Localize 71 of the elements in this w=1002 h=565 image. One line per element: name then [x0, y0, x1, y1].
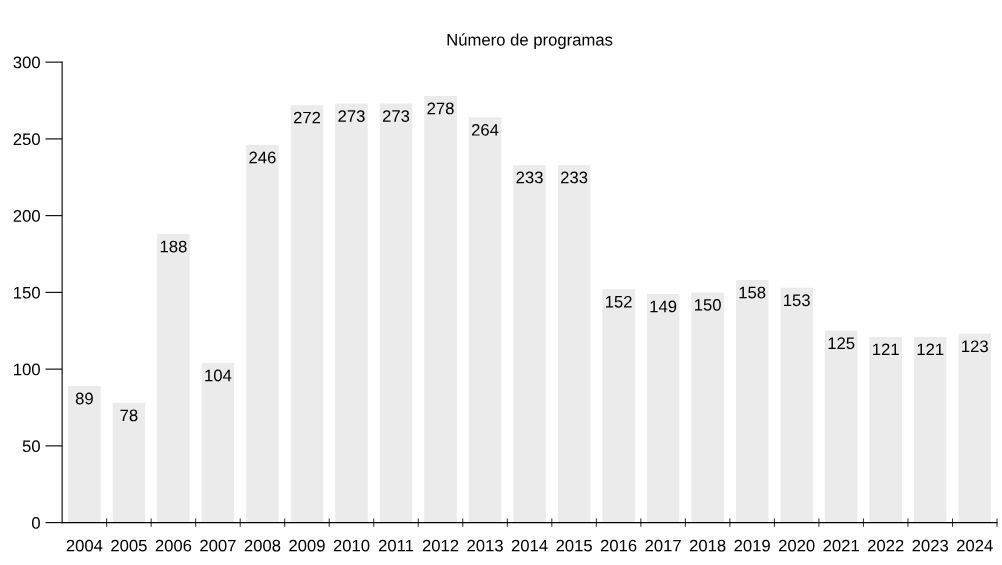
x-tick-label: 2015	[556, 539, 592, 552]
data-label: 233	[561, 171, 588, 184]
bar	[824, 330, 858, 523]
bar	[913, 336, 947, 523]
x-tick-label: 2008	[244, 539, 281, 552]
x-tick-label: 2020	[778, 539, 815, 552]
x-tick-label: 2014	[511, 539, 548, 552]
bar	[424, 95, 457, 523]
y-tick-label: 300	[13, 56, 40, 69]
y-tick-label: 150	[14, 286, 40, 299]
x-tick-label: 2009	[289, 539, 325, 552]
chart-title: Número de programas	[447, 33, 613, 49]
data-label: 123	[962, 340, 988, 353]
y-tick-label: 250	[13, 133, 40, 146]
x-tick-label: 2012	[422, 539, 459, 552]
x-tick-label: 2011	[378, 539, 414, 552]
bar	[335, 103, 368, 523]
data-label: 78	[120, 409, 138, 422]
bar	[157, 234, 190, 523]
x-tick-label: 2013	[467, 539, 503, 552]
x-tick-label: 2006	[155, 539, 192, 552]
data-label: 273	[382, 110, 410, 122]
data-label: 153	[784, 294, 810, 307]
data-label: 272	[293, 111, 321, 124]
data-label: 264	[471, 123, 499, 136]
x-tick-label: 2022	[868, 539, 904, 552]
bar	[201, 362, 235, 523]
y-tick-label: 50	[22, 440, 40, 453]
x-tick-label: 2023	[912, 539, 949, 552]
bar	[557, 164, 591, 523]
bar	[513, 164, 546, 523]
x-tick-label: 2016	[600, 539, 637, 552]
data-label: 121	[917, 343, 944, 356]
x-tick-label: 2017	[645, 539, 681, 552]
y-tick-label: 100	[14, 363, 40, 376]
data-label: 278	[427, 102, 454, 115]
bar	[68, 386, 101, 523]
x-tick-label: 2018	[689, 539, 726, 552]
x-tick-label: 2021	[823, 539, 859, 552]
bar	[246, 145, 279, 523]
bar	[602, 289, 635, 523]
data-label: 188	[160, 240, 187, 253]
bar	[290, 105, 324, 523]
bar	[735, 280, 769, 523]
data-label: 246	[249, 151, 276, 164]
bar	[646, 293, 680, 523]
data-label: 150	[695, 298, 721, 311]
bar	[780, 287, 813, 523]
x-tick-label: 2010	[333, 539, 370, 552]
x-tick-label: 2004	[66, 539, 103, 552]
data-label: 233	[516, 171, 543, 184]
data-label: 149	[650, 300, 677, 313]
y-tick-label: 0	[31, 517, 40, 529]
data-label: 273	[338, 110, 365, 122]
x-tick-label: 2005	[111, 539, 147, 552]
bar	[379, 103, 413, 523]
data-label: 121	[873, 343, 899, 356]
bar	[869, 336, 902, 523]
bar	[958, 333, 991, 523]
data-label: 125	[828, 337, 855, 350]
data-label: 104	[205, 369, 232, 382]
x-tick-label: 2007	[200, 539, 236, 552]
bar	[468, 117, 502, 523]
data-label: 152	[605, 295, 632, 308]
x-tick-label: 2019	[734, 539, 770, 552]
y-tick-label: 200	[13, 210, 40, 222]
bar	[112, 402, 146, 523]
bar	[691, 292, 724, 523]
x-tick-label: 2024	[957, 539, 993, 552]
data-label: 89	[75, 392, 93, 405]
data-label: 158	[739, 286, 766, 299]
